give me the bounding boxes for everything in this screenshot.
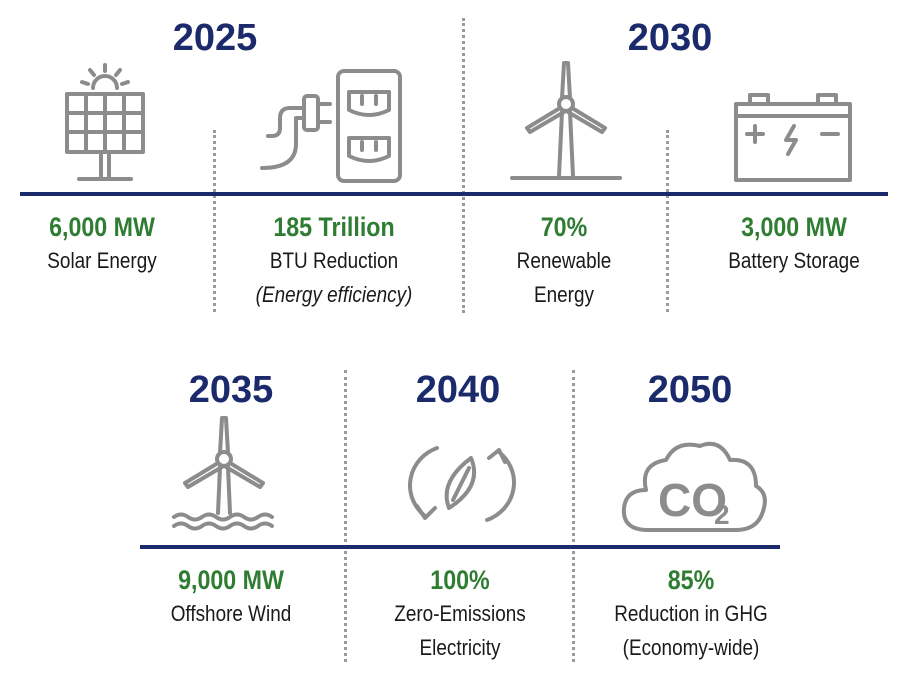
co2-text: CO [658,474,727,526]
metric-label: Energy [534,282,594,307]
metric-value: 85% [667,565,715,595]
metric-label: Solar Energy [47,248,157,273]
year-2040: 2040 [415,369,501,411]
offshore-wind-icon [168,413,280,537]
year-2050: 2050 [647,369,733,411]
metric-value: 185 Trillion [273,212,395,242]
metric-value: 9,000 MW [178,565,284,595]
recycle-leaf-icon [405,438,517,530]
co2-subscript: 2 [714,499,730,530]
metric-offshore: 9,000 MW Offshore Wind [116,563,346,631]
co2-cloud-icon: CO 2 [618,434,768,538]
year-2025: 2025 [172,17,258,59]
year-2030: 2030 [627,17,713,59]
timeline-rule-row2 [140,545,780,549]
metric-value: 100% [430,565,490,595]
metric-label: Electricity [419,635,501,660]
wind-turbine-icon [510,58,622,182]
divider-2025-2030 [462,18,465,313]
metric-label: Offshore Wind [170,601,292,626]
plug-outlet-icon [258,68,408,186]
metric-btu: 185 Trillion BTU Reduction (Energy effic… [219,210,449,312]
divider-renewable-battery [666,130,669,312]
divider-solar-btu [213,130,216,312]
metric-note: (Energy efficiency) [255,282,413,307]
metric-solar: 6,000 MW Solar Energy [0,210,217,278]
metric-label: Reduction in GHG [614,601,768,626]
metric-zero-emissions: 100% Zero-Emissions Electricity [345,563,575,665]
metric-label: BTU Reduction [269,248,399,273]
divider-2035-2040 [344,370,347,662]
metric-ghg: 85% Reduction in GHG (Economy-wide) [576,563,806,665]
metric-battery: 3,000 MW Battery Storage [679,210,909,278]
metric-value: 6,000 MW [49,212,155,242]
timeline-rule-row1 [20,192,888,196]
solar-panel-icon [55,62,155,184]
metric-renewable: 70% Renewable Energy [449,210,679,312]
year-2035: 2035 [188,369,274,411]
battery-icon [732,92,854,184]
metric-label: Zero-Emissions [394,601,526,626]
divider-2040-2050 [572,370,575,662]
metric-label: Battery Storage [728,248,860,273]
metric-value: 70% [540,212,588,242]
metric-label: (Economy-wide) [622,635,760,660]
metric-value: 3,000 MW [741,212,847,242]
metric-label: Renewable [516,248,612,273]
